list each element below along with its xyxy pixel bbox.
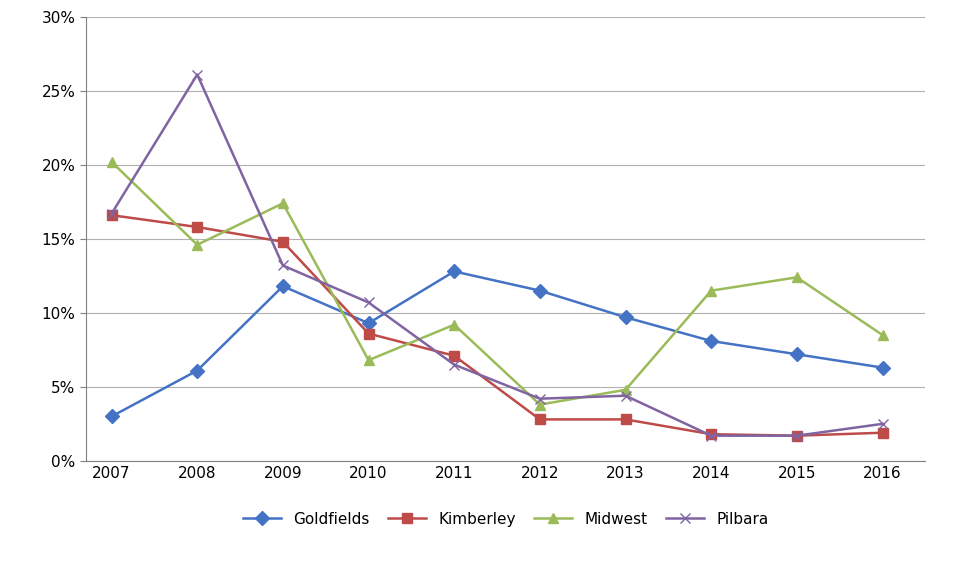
Midwest <box>277 200 289 207</box>
Midwest <box>106 158 117 165</box>
Midwest <box>790 274 801 280</box>
Kimberley <box>192 224 203 230</box>
Goldfields <box>705 338 717 345</box>
Line: Pilbara: Pilbara <box>107 70 886 441</box>
Pilbara <box>790 432 801 439</box>
Goldfields <box>619 314 631 321</box>
Pilbara <box>277 262 289 269</box>
Pilbara <box>448 361 459 368</box>
Goldfields <box>534 287 545 294</box>
Pilbara <box>876 420 887 427</box>
Midwest <box>448 321 459 328</box>
Pilbara <box>619 392 631 399</box>
Goldfields <box>448 268 459 275</box>
Kimberley <box>534 416 545 423</box>
Pilbara <box>534 395 545 402</box>
Midwest <box>362 357 374 364</box>
Midwest <box>876 332 887 338</box>
Kimberley <box>277 238 289 245</box>
Midwest <box>705 287 717 294</box>
Midwest <box>534 401 545 408</box>
Goldfields <box>876 364 887 371</box>
Goldfields <box>277 283 289 289</box>
Legend: Goldfields, Kimberley, Midwest, Pilbara: Goldfields, Kimberley, Midwest, Pilbara <box>236 506 774 533</box>
Pilbara <box>705 432 717 439</box>
Line: Goldfields: Goldfields <box>107 266 886 422</box>
Kimberley <box>448 352 459 359</box>
Line: Kimberley: Kimberley <box>107 210 886 441</box>
Goldfields <box>192 367 203 374</box>
Midwest <box>619 387 631 393</box>
Kimberley <box>705 431 717 438</box>
Kimberley <box>619 416 631 423</box>
Kimberley <box>362 330 374 337</box>
Goldfields <box>106 413 117 420</box>
Midwest <box>192 242 203 248</box>
Pilbara <box>362 299 374 306</box>
Kimberley <box>876 429 887 436</box>
Pilbara <box>106 210 117 217</box>
Kimberley <box>790 432 801 439</box>
Goldfields <box>362 320 374 327</box>
Line: Midwest: Midwest <box>107 157 886 410</box>
Goldfields <box>790 351 801 357</box>
Kimberley <box>106 212 117 219</box>
Pilbara <box>192 71 203 78</box>
